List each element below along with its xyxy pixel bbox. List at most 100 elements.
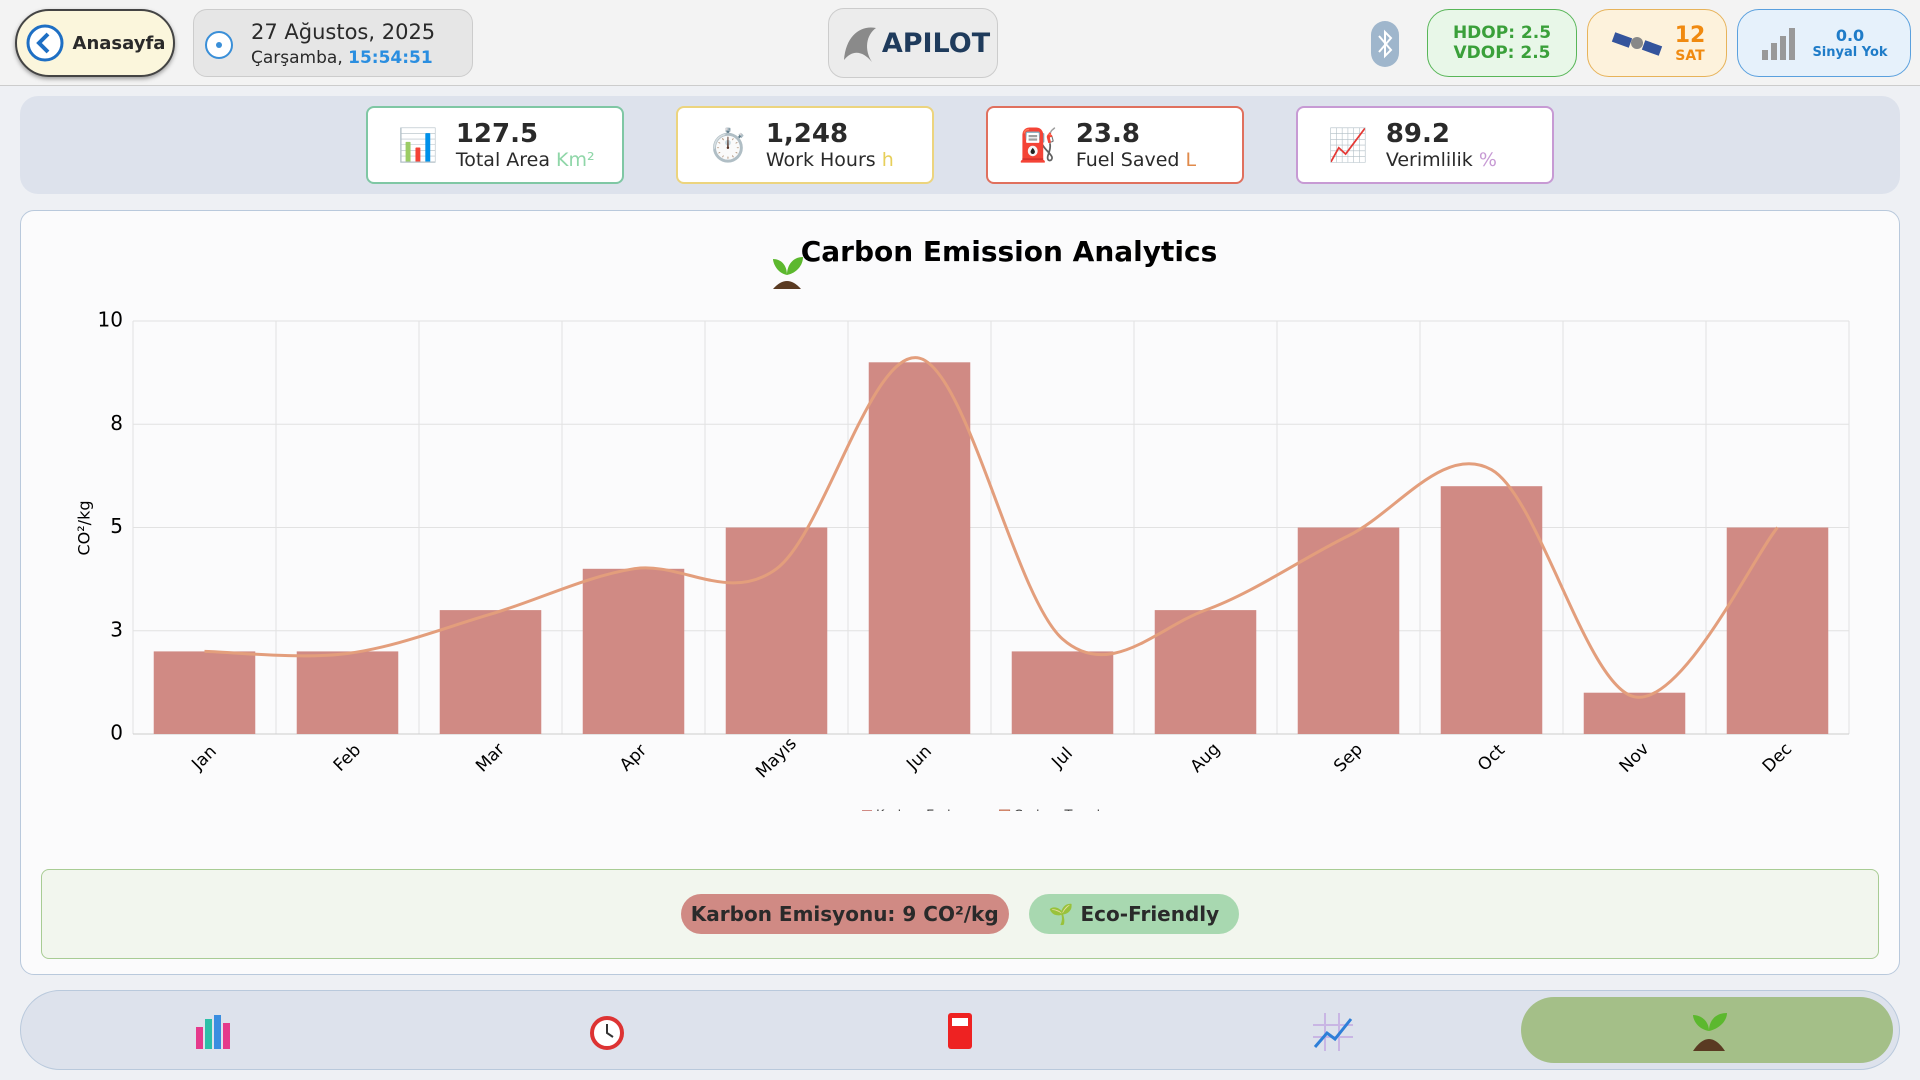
x-tick-label: Aug xyxy=(1187,739,1225,777)
stat-value: 127.5 xyxy=(455,119,539,149)
stat-value: 23.8 xyxy=(1075,119,1140,149)
bar xyxy=(1297,527,1400,734)
vdop: VDOP: 2.5 xyxy=(1453,43,1551,63)
bar xyxy=(1726,527,1829,734)
stat-icon: 📈 xyxy=(1328,126,1368,164)
sat-icon xyxy=(1611,32,1662,56)
stat-icon: ⛽ xyxy=(1018,126,1058,164)
stat-label: Fuel Saved L xyxy=(1076,149,1196,171)
stat-text: 127.5 Total Area Km² xyxy=(456,119,595,171)
stat-icon: ⏱️ xyxy=(708,126,748,164)
stat-value: 89.2 xyxy=(1385,119,1450,149)
brand-box: APILOT xyxy=(828,8,998,78)
x-tick-label: Mayıs xyxy=(752,734,801,783)
bar xyxy=(439,610,542,734)
day: Çarşamba, xyxy=(251,48,343,68)
signal-label: Sinyal Yok xyxy=(1812,45,1888,60)
y-axis-label: CO²/kg xyxy=(75,501,94,556)
x-tick-label: Jan xyxy=(187,742,220,775)
signal-icon xyxy=(1762,28,1796,60)
bar xyxy=(296,651,399,734)
bluetooth-icon xyxy=(1371,21,1399,67)
nav-area[interactable] xyxy=(196,1015,230,1049)
bar xyxy=(582,568,685,734)
legend-label: Karbon Emisyonu xyxy=(876,809,990,812)
date: 27 Ağustos, 2025 xyxy=(251,20,436,44)
x-tick-label: Oct xyxy=(1474,740,1509,775)
bar xyxy=(1154,610,1257,734)
time: 15:54:51 xyxy=(348,48,433,68)
hdop: HDOP: 2.5 xyxy=(1452,23,1552,43)
brand-logo xyxy=(843,27,876,62)
stat-label: Total Area Km² xyxy=(456,149,595,171)
stat-card: 📈 89.2 Verimlilik % xyxy=(1296,106,1554,184)
sat-label: SAT xyxy=(1675,47,1705,64)
trend-line xyxy=(204,356,1779,699)
dop-box: HDOP: 2.5 VDOP: 2.5 xyxy=(1427,9,1577,77)
stat-label-text: Total Area xyxy=(455,149,550,171)
signal-box: 0.0 Sinyal Yok xyxy=(1737,9,1911,77)
nav-hours[interactable] xyxy=(590,1016,624,1050)
datetime-box: 27 Ağustos, 2025 Çarşamba, 15:54:51 xyxy=(193,9,473,77)
chart-card: Carbon Emission Analytics CO²/kg 0 3 5 8 10 J… xyxy=(20,210,1900,975)
stat-unit: % xyxy=(1478,149,1497,171)
eco-label: Eco-Friendly xyxy=(1080,902,1220,926)
stat-card: ⛽ 23.8 Fuel Saved L xyxy=(986,106,1244,184)
x-tick-label: Apr xyxy=(616,741,651,776)
stat-label-text: Verimlilik xyxy=(1385,149,1473,171)
stat-text: 1,248 Work Hours h xyxy=(766,119,894,171)
x-tick-label: Feb xyxy=(330,740,365,775)
x-tick-label: Mar xyxy=(472,740,509,777)
x-tick-label: Jun xyxy=(902,742,936,776)
stat-value: 1,248 xyxy=(765,119,849,149)
stat-unit: L xyxy=(1185,149,1197,171)
stat-card: 📊 127.5 Total Area Km² xyxy=(366,106,624,184)
y-tick-label: 5 xyxy=(110,514,123,538)
signal-value: 0.0 xyxy=(1835,26,1865,45)
bar xyxy=(1011,651,1114,734)
bottom-nav xyxy=(20,990,1900,1070)
back-button[interactable]: Anasayfa xyxy=(15,9,175,77)
eco-badge: 🌱 Eco-Friendly xyxy=(1028,894,1240,934)
x-tick-label: Jul xyxy=(1047,744,1076,773)
y-tick-label: 0 xyxy=(110,721,123,745)
nav-fuel[interactable] xyxy=(948,1013,972,1049)
x-tick-label: Sep xyxy=(1330,740,1367,777)
brand: APILOT xyxy=(881,27,991,59)
stat-unit: h xyxy=(881,149,894,171)
chart: Carbon Emission Analytics CO²/kg 0 3 5 8 10 J… xyxy=(75,235,1850,812)
stat-label-text: Fuel Saved xyxy=(1075,149,1180,171)
day-time: Çarşamba, 15:54:51 xyxy=(251,48,433,68)
chart-title: Carbon Emission Analytics xyxy=(801,235,1218,268)
nav-icons[interactable] xyxy=(21,991,1899,1069)
stat-text: 89.2 Verimlilik % xyxy=(1386,119,1497,171)
y-tick-label: 10 xyxy=(98,308,123,332)
stats-panel xyxy=(20,96,1900,194)
y-tick-label: 8 xyxy=(110,411,123,435)
summary-box: Karbon Emisyonu: 9 CO²/kg 🌱 Eco-Friendly xyxy=(41,869,1879,959)
stat-icon: 📊 xyxy=(398,126,438,164)
bar xyxy=(153,651,256,734)
sprout-icon xyxy=(773,257,803,289)
back-label: Anasayfa xyxy=(72,32,166,54)
y-tick-label: 3 xyxy=(110,617,123,641)
stat-card: ⏱️ 1,248 Work Hours h xyxy=(676,106,934,184)
emission-badge: Karbon Emisyonu: 9 CO²/kg xyxy=(680,894,1009,934)
legend-label: Carbon Trend xyxy=(1014,809,1101,812)
bar xyxy=(1440,486,1543,734)
stat-label-text: Work Hours xyxy=(765,149,876,171)
stat-label: Verimlilik % xyxy=(1386,149,1497,171)
back-icon xyxy=(26,24,64,62)
legend-swatch xyxy=(862,810,872,811)
nav-efficiency[interactable] xyxy=(1313,1013,1353,1051)
sat-count: 12 xyxy=(1674,22,1706,48)
bar xyxy=(1583,692,1686,734)
sat-box: 12 SAT xyxy=(1587,9,1727,77)
nav-carbon[interactable] xyxy=(1693,1013,1727,1051)
clock-dot xyxy=(205,31,233,59)
legend-swatch xyxy=(999,809,1011,811)
bar xyxy=(868,362,971,734)
stat-label: Work Hours h xyxy=(766,149,894,171)
stat-unit: Km² xyxy=(556,149,595,171)
